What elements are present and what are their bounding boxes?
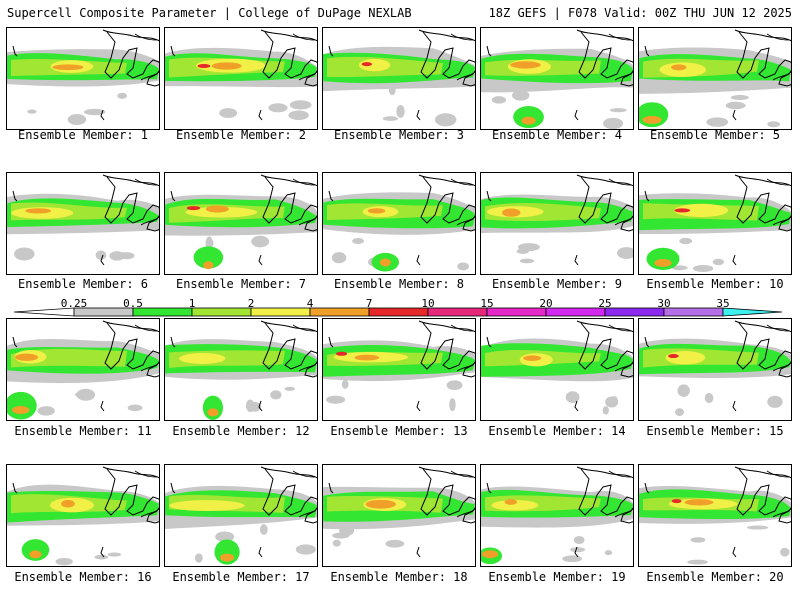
legend-swatch [486,307,547,317]
ensemble-member-label: Ensemble Member: 17 [172,570,310,584]
legend-swatch [604,307,665,317]
legend-swatch [427,307,488,317]
color-scale-legend [13,307,783,317]
ensemble-member-map [6,464,160,567]
ensemble-member-map [322,318,476,421]
legend-tick-label: 20 [539,297,553,310]
legend-swatch [545,307,606,317]
legend-tick-label: 7 [365,297,373,310]
ensemble-member-label: Ensemble Member: 20 [646,570,784,584]
ensemble-member-label: Ensemble Member: 10 [646,277,784,291]
ensemble-member-map [6,27,160,130]
ensemble-member-label: Ensemble Member: 7 [175,277,307,291]
ensemble-member-map [480,464,634,567]
ensemble-member-label: Ensemble Member: 18 [330,570,468,584]
ensemble-member-label: Ensemble Member: 6 [17,277,149,291]
ensemble-member-map [322,27,476,130]
ensemble-member-map [164,318,318,421]
ensemble-member-map [480,172,634,275]
ensemble-member-map [480,27,634,130]
ensemble-member-map [164,464,318,567]
legend-tick-label: 0.5 [123,297,143,310]
ensemble-member-label: Ensemble Member: 14 [488,424,626,438]
legend-tick-label: 15 [480,297,494,310]
ensemble-member-map [638,172,792,275]
ensemble-member-map [322,464,476,567]
ensemble-member-label: Ensemble Member: 12 [172,424,310,438]
ensemble-member-label: Ensemble Member: 1 [17,128,149,142]
legend-tick-label: 35 [716,297,730,310]
ensemble-member-label: Ensemble Member: 15 [646,424,784,438]
legend-tick-label: 25 [598,297,612,310]
ensemble-member-label: Ensemble Member: 8 [333,277,465,291]
legend-swatch [250,307,311,317]
legend-swatch [368,307,429,317]
ensemble-member-map [6,318,160,421]
legend-swatch [663,307,724,317]
ensemble-member-map [164,172,318,275]
legend-tick-label: 2 [247,297,255,310]
ensemble-member-map [164,27,318,130]
legend-tick-label: 4 [306,297,314,310]
legend-swatch [309,307,370,317]
page-title: Supercell Composite Parameter | College … [7,6,412,20]
legend-swatch [722,307,783,317]
legend-tick-label: 30 [657,297,671,310]
ensemble-member-map [6,172,160,275]
ensemble-member-map [322,172,476,275]
legend-tick-label: 10 [421,297,435,310]
ensemble-member-map [480,318,634,421]
legend-swatch [191,307,252,317]
ensemble-member-label: Ensemble Member: 5 [649,128,781,142]
ensemble-member-label: Ensemble Member: 19 [488,570,626,584]
legend-tick-label: 1 [188,297,196,310]
ensemble-member-label: Ensemble Member: 11 [14,424,152,438]
run-info: 18Z GEFS | F078 Valid: 00Z THU JUN 12 20… [488,6,792,20]
ensemble-member-label: Ensemble Member: 3 [333,128,465,142]
ensemble-member-map [638,318,792,421]
ensemble-member-label: Ensemble Member: 13 [330,424,468,438]
ensemble-member-map [638,27,792,130]
ensemble-member-label: Ensemble Member: 9 [491,277,623,291]
ensemble-member-map [638,464,792,567]
ensemble-member-label: Ensemble Member: 2 [175,128,307,142]
ensemble-member-label: Ensemble Member: 16 [14,570,152,584]
legend-tick-label: 0.25 [60,297,88,310]
ensemble-member-label: Ensemble Member: 4 [491,128,623,142]
